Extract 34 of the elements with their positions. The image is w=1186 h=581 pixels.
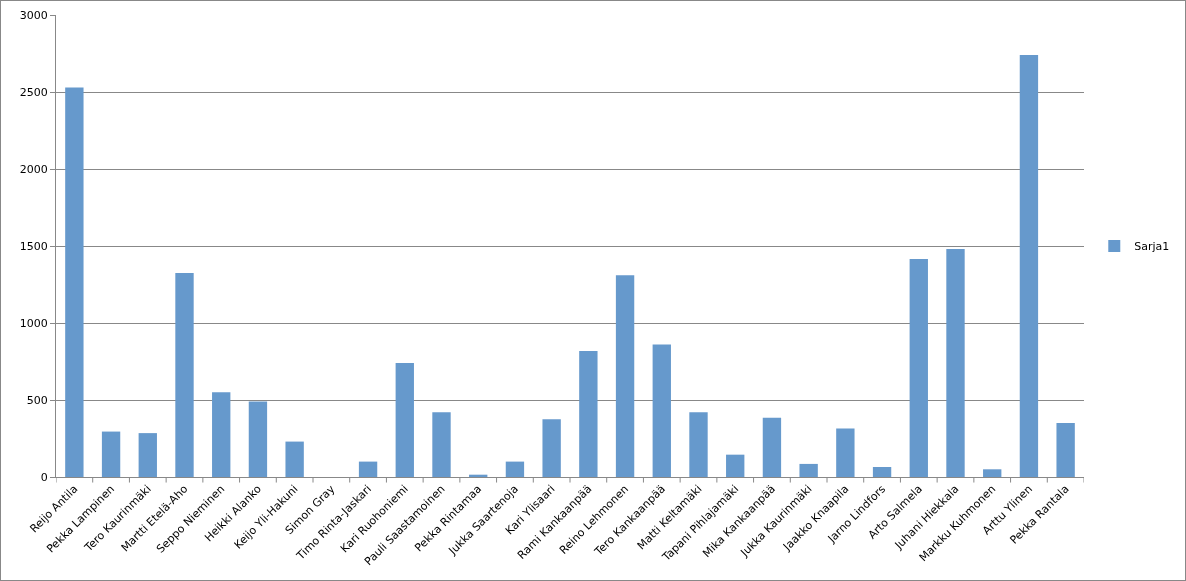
bar: [1019, 55, 1039, 477]
bar: [542, 419, 561, 477]
y-tick-label: 500: [26, 393, 48, 407]
bar: [65, 87, 84, 477]
bar: [432, 412, 451, 477]
bar: [652, 344, 671, 477]
bar: [505, 461, 525, 477]
y-tick-label: 1000: [19, 316, 48, 330]
bar: [248, 401, 268, 477]
bar: [285, 441, 304, 477]
bar: [1056, 423, 1075, 477]
bar: [726, 454, 745, 477]
bar: [836, 428, 855, 477]
bar: [946, 249, 965, 477]
y-tick-label: 3000: [19, 8, 48, 22]
bar: [689, 412, 708, 477]
y-tick-label: 2500: [19, 85, 48, 99]
y-tick-label: 0: [40, 470, 48, 484]
y-tick-label: 2000: [19, 162, 48, 176]
bar: [762, 417, 782, 477]
bar: [909, 259, 928, 477]
bar: [872, 466, 892, 477]
bar: [395, 363, 414, 477]
bar: [212, 392, 231, 477]
bar: [579, 351, 598, 477]
bar: [358, 461, 378, 477]
bar: [101, 431, 121, 477]
bar: [615, 275, 635, 477]
y-tick-label: 1500: [19, 239, 48, 253]
bar: [799, 463, 818, 477]
bar: [175, 272, 194, 477]
bar: [983, 469, 1002, 477]
legend-label: Sarja1: [1134, 240, 1170, 254]
bar: [138, 433, 157, 477]
